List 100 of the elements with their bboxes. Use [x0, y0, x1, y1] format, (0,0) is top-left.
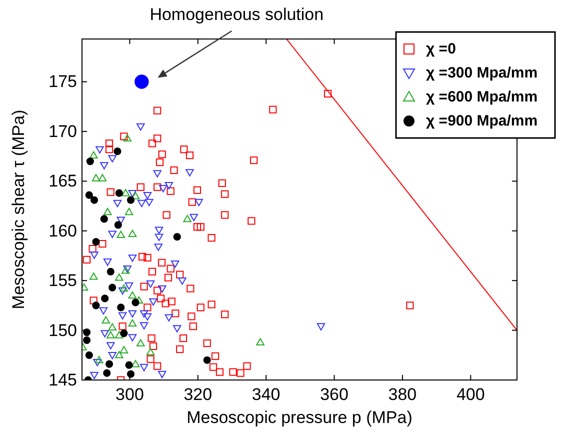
point: [316, 323, 326, 330]
point: [140, 364, 148, 372]
point: [114, 221, 122, 229]
point: [103, 369, 111, 377]
point: [117, 304, 125, 312]
point: [94, 356, 104, 364]
y-tick-label: 155: [48, 271, 77, 290]
point: [120, 329, 128, 338]
point: [100, 162, 108, 170]
point: [108, 352, 116, 360]
y-tick-label: 145: [48, 370, 77, 390]
point: [89, 151, 98, 158]
point: [124, 282, 134, 290]
point: [186, 169, 194, 176]
point: [158, 370, 166, 378]
point: [106, 342, 115, 350]
x-tick-label: 300: [116, 385, 144, 404]
y-tick-label: 165: [48, 172, 77, 191]
point: [116, 230, 125, 238]
point: [143, 192, 152, 200]
y-tick-label: 150: [48, 320, 77, 340]
point: [113, 200, 122, 208]
point: [99, 307, 108, 315]
point: [153, 170, 162, 178]
point: [190, 214, 198, 222]
point: [154, 234, 164, 241]
point: [106, 268, 114, 276]
point: [256, 338, 264, 346]
point: [116, 216, 125, 224]
point: [115, 189, 123, 197]
point: [164, 314, 174, 322]
point: [178, 277, 186, 285]
point: [105, 360, 114, 368]
point: [128, 291, 137, 299]
point: [124, 208, 134, 216]
point: [123, 134, 132, 142]
point: [102, 316, 110, 324]
point: [128, 334, 137, 342]
point: [172, 325, 182, 332]
y-tick-label: 160: [48, 221, 77, 240]
y-tick-label: 175: [48, 72, 77, 92]
x-tick-label: 360: [320, 385, 348, 404]
point: [103, 208, 112, 216]
point: [90, 372, 98, 380]
point: [86, 157, 94, 166]
point: [82, 328, 91, 336]
point: [203, 356, 211, 364]
legend-label: χ =0: [426, 40, 456, 58]
point: [131, 360, 140, 368]
legend-label: χ =900 Mpa/mm: [426, 112, 538, 130]
y-axis-title: Mesoscopic shear τ (MPa): [9, 110, 28, 310]
point: [140, 310, 148, 318]
point: [128, 310, 137, 318]
point: [115, 331, 124, 338]
point: [143, 313, 152, 321]
point: [138, 200, 146, 208]
y-tick-label: 170: [48, 122, 77, 141]
x-tick-label: 340: [252, 385, 280, 404]
point: [92, 174, 100, 182]
point: [90, 252, 98, 259]
x-tick-label: 380: [388, 385, 417, 404]
legend-label: χ =300 Mpa/mm: [426, 64, 538, 82]
point: [126, 370, 135, 378]
point: [146, 348, 155, 356]
point: [122, 188, 130, 196]
point: [93, 358, 102, 366]
point: [125, 361, 133, 369]
point: [101, 294, 109, 302]
point: [136, 123, 145, 131]
point: [132, 298, 140, 306]
x-tick-label: 320: [184, 385, 212, 404]
point: [128, 190, 137, 198]
point: [85, 351, 93, 359]
point: [96, 146, 104, 154]
point: [89, 272, 98, 280]
point: [159, 184, 168, 192]
point: [145, 198, 154, 206]
point: [173, 233, 181, 241]
point: [120, 346, 128, 354]
point: [103, 258, 112, 266]
point: [154, 226, 164, 234]
point: [115, 273, 124, 281]
point: [108, 323, 116, 330]
point: [98, 174, 107, 182]
point: [164, 182, 174, 190]
point: [183, 214, 192, 222]
text: Homogeneous solution: [150, 5, 324, 24]
point: [194, 198, 204, 206]
point: [85, 191, 93, 199]
x-axis-title: Mesoscopic pressure p (MPa): [186, 408, 412, 427]
point: [90, 196, 98, 204]
point: [118, 312, 127, 320]
legend-label: χ =600 Mpa/mm: [426, 88, 538, 106]
point: [92, 238, 100, 246]
point: [154, 244, 162, 251]
point: [128, 254, 137, 262]
point: [114, 148, 122, 156]
point: [149, 298, 158, 306]
point: [118, 287, 127, 295]
point: [100, 330, 109, 338]
